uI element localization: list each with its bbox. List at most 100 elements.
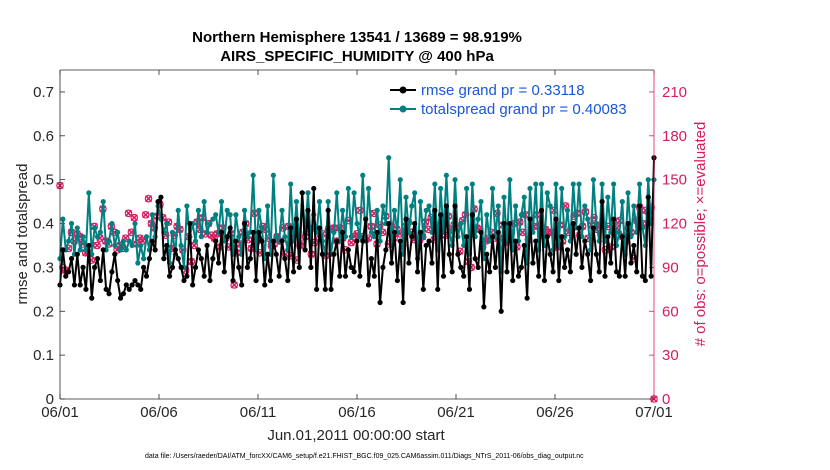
totalspread-point [527, 185, 533, 192]
totalspread-point [339, 207, 346, 213]
totalspread-point [345, 185, 351, 192]
rmse-point [247, 256, 253, 262]
rmse-point [487, 269, 493, 275]
rmse-point [391, 229, 398, 235]
totalspread-point [616, 229, 622, 235]
rmse-point [573, 251, 579, 257]
obs-evaluated-stroke [96, 234, 104, 242]
rmse-point [322, 286, 328, 292]
rmse-point [204, 242, 210, 249]
rmse-point [576, 225, 582, 231]
rmse-point [435, 286, 441, 292]
rmse-point [190, 282, 196, 288]
x-tick-label: 06/06 [140, 404, 178, 421]
totalspread-point [204, 229, 210, 235]
totalspread-point [487, 238, 493, 244]
rmse-point [319, 251, 325, 257]
totalspread-point [553, 181, 559, 187]
x-tick-label: 06/11 [240, 404, 276, 421]
totalspread-point [438, 185, 444, 192]
legend-rmse-marker [399, 86, 407, 94]
rmse-point [342, 273, 349, 279]
rmse-point [207, 277, 213, 284]
totalspread-point [143, 234, 150, 240]
rmse-point [515, 273, 522, 279]
y2-axis-ticks: 0 30 60 90 120 150 180 210 [649, 84, 687, 408]
y2-tick-label: 150 [662, 172, 687, 189]
rmse-point [187, 220, 193, 227]
totalspread-point [66, 238, 72, 244]
rmse-point [198, 256, 204, 262]
totalspread-point [89, 251, 95, 257]
totalspread-point [469, 181, 475, 187]
rmse-point [562, 264, 568, 270]
obs-evaluated-stroke [93, 241, 101, 249]
y2-tick-label: 210 [662, 84, 687, 101]
rmse-point [481, 304, 487, 310]
rmse-point [80, 264, 86, 270]
totalspread-point [452, 177, 458, 183]
rmse-point [175, 256, 181, 262]
totalspread-point [259, 225, 265, 231]
totalspread-point [420, 234, 426, 240]
totalspread-point [417, 199, 424, 205]
rmse-point [63, 273, 69, 279]
rmse-point [469, 212, 475, 218]
rmse-point [648, 273, 654, 279]
rmse-point [120, 291, 127, 297]
rmse-point [259, 238, 265, 244]
totalspread-point [371, 234, 377, 240]
y-tick-label: 0.3 [33, 259, 54, 276]
obs-possible-marker [130, 213, 139, 222]
totalspread-point [241, 207, 248, 213]
totalspread-point [100, 199, 106, 205]
x-tick-label: 06/16 [338, 404, 376, 421]
totalspread-point [265, 203, 271, 209]
rmse-point [230, 277, 236, 284]
rmse-point [256, 229, 262, 235]
obs-possible-marker [124, 209, 133, 218]
rmse-point [132, 277, 138, 284]
chart-title: Northern Hemisphere 13541 / 13689 = 98.9… [192, 29, 522, 46]
rmse-point [409, 234, 415, 240]
rmse-point [92, 264, 98, 270]
y2-axis-label: # of obs: o=possible; ×=evaluated [692, 122, 709, 347]
totalspread-point [585, 216, 591, 222]
rmse-point [461, 273, 467, 279]
obs-possible-marker [144, 194, 153, 203]
rmse-point [262, 282, 268, 288]
totalspread-point [109, 220, 115, 227]
x-tick-label: 07/01 [635, 404, 673, 421]
rmse-point [316, 225, 323, 231]
rmse-point [608, 260, 614, 266]
rmse-point [265, 251, 271, 257]
rmse-point [86, 242, 92, 249]
rmse-point [334, 238, 340, 244]
obs-evaluated-marker [125, 209, 133, 217]
x-tick-label: 06/21 [437, 404, 475, 421]
totalspread-point [77, 247, 83, 253]
rmse-point [141, 264, 147, 270]
rmse-point [94, 256, 101, 262]
totalspread-point [605, 194, 611, 200]
rmse-point [146, 256, 152, 262]
totalspread-point [489, 185, 496, 192]
rmse-point [227, 225, 233, 231]
y-tick-label: 0.7 [33, 84, 54, 101]
rmse-point [645, 194, 651, 200]
rmse-point [239, 282, 245, 288]
rmse-point [605, 234, 611, 240]
totalspread-point [138, 242, 144, 249]
rmse-point [241, 220, 248, 227]
totalspread-point [495, 203, 501, 209]
rmse-point [587, 277, 594, 284]
totalspread-point [120, 238, 127, 244]
rmse-point [412, 220, 418, 227]
totalspread-point [164, 220, 170, 227]
rmse-point [371, 273, 377, 279]
rmse-point [192, 264, 199, 270]
rmse-point [109, 269, 115, 275]
rmse-point [510, 277, 516, 284]
rmse-point [213, 238, 219, 244]
obs-evaluated-marker [347, 239, 355, 247]
